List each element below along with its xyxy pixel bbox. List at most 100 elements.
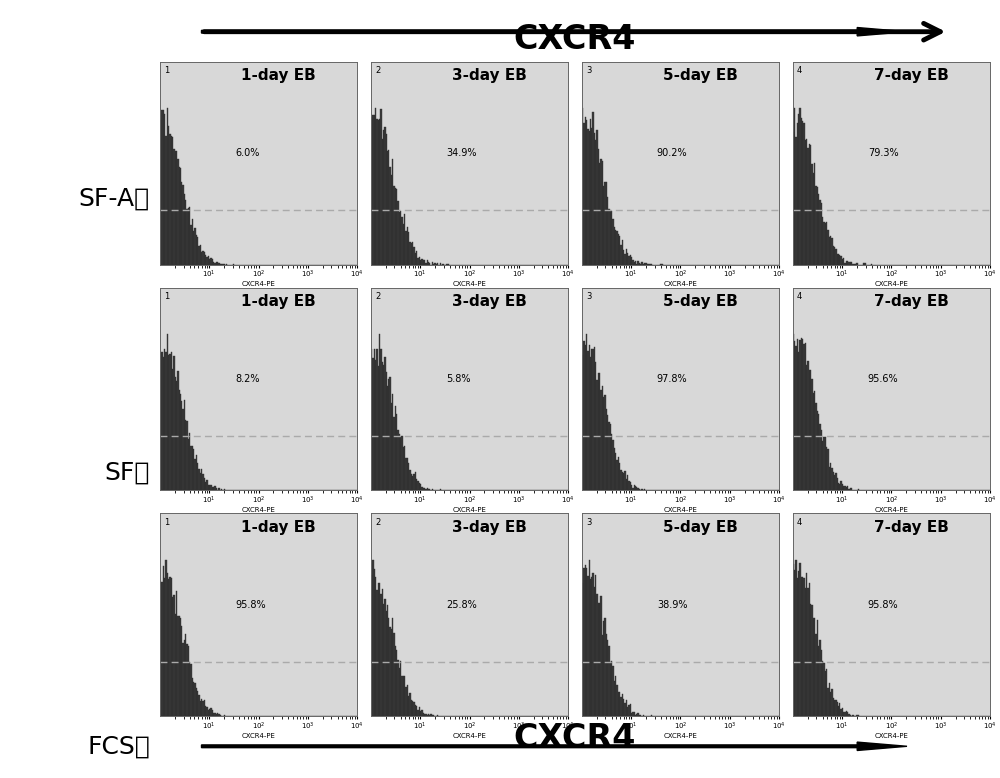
Bar (799, 108, 801, 265)
Bar (819, 640, 821, 717)
Bar (424, 713, 425, 717)
Bar (805, 140, 806, 265)
Bar (201, 699, 202, 717)
Bar (182, 409, 184, 490)
Bar (179, 167, 180, 265)
Bar (822, 661, 823, 717)
Bar (631, 713, 632, 717)
Bar (400, 661, 401, 717)
Bar (830, 692, 831, 717)
Bar (640, 715, 641, 717)
Bar (193, 682, 194, 717)
Bar (823, 223, 825, 265)
Bar (639, 489, 640, 490)
Bar (636, 264, 637, 265)
Bar (635, 715, 636, 717)
Bar (380, 109, 382, 265)
Bar (794, 569, 795, 717)
Bar (391, 402, 392, 490)
Bar (213, 488, 214, 490)
Bar (161, 352, 163, 490)
Bar (386, 372, 387, 490)
X-axis label: CXCR4-PE: CXCR4-PE (874, 282, 908, 287)
Bar (589, 560, 590, 717)
Bar (801, 338, 802, 490)
Bar (826, 669, 827, 717)
Bar (173, 356, 175, 490)
Bar (177, 615, 179, 717)
Bar (417, 481, 419, 490)
Bar (797, 123, 798, 265)
Bar (212, 488, 213, 490)
Bar (834, 700, 835, 717)
Bar (628, 255, 630, 265)
Bar (417, 710, 419, 717)
Bar (634, 485, 635, 490)
Bar (200, 701, 201, 717)
Bar (218, 262, 220, 265)
Bar (840, 709, 842, 717)
Bar (620, 697, 622, 717)
Bar (829, 237, 830, 265)
Bar (639, 263, 640, 265)
Bar (175, 377, 176, 490)
Bar (196, 235, 197, 265)
Bar (177, 159, 179, 265)
Bar (815, 186, 817, 265)
Bar (411, 243, 412, 265)
Bar (615, 453, 616, 490)
Bar (600, 391, 602, 490)
Bar (592, 112, 594, 265)
Bar (827, 450, 829, 490)
Bar (160, 120, 161, 265)
Bar (387, 386, 388, 490)
Bar (839, 255, 840, 265)
Bar (176, 381, 177, 490)
Bar (810, 604, 811, 717)
Bar (833, 698, 834, 717)
Bar (189, 207, 190, 265)
Bar (624, 471, 626, 490)
Bar (189, 433, 190, 490)
Bar (409, 471, 411, 490)
Bar (837, 478, 838, 490)
Bar (813, 393, 814, 490)
Bar (602, 386, 603, 490)
Bar (396, 415, 397, 490)
Bar (214, 263, 216, 265)
Text: 38.9%: 38.9% (657, 600, 687, 610)
Bar (374, 115, 375, 265)
Bar (383, 366, 384, 490)
Bar (837, 703, 838, 717)
Bar (429, 263, 430, 265)
Text: 3-day EB: 3-day EB (452, 293, 527, 309)
Bar (644, 263, 645, 265)
Bar (604, 394, 606, 490)
Bar (631, 257, 632, 265)
Text: 95.8%: 95.8% (868, 600, 898, 610)
Text: 3: 3 (586, 517, 591, 527)
Bar (844, 486, 846, 490)
Bar (843, 258, 844, 265)
Bar (405, 231, 407, 265)
Bar (428, 489, 429, 490)
Bar (858, 716, 859, 717)
Bar (212, 258, 213, 265)
Bar (163, 566, 164, 717)
Bar (793, 335, 794, 490)
Bar (583, 569, 585, 717)
Bar (421, 259, 423, 265)
Bar (193, 231, 194, 265)
Bar (400, 211, 401, 265)
Bar (376, 349, 378, 490)
Bar (585, 345, 586, 490)
Bar (838, 482, 839, 490)
Bar (630, 482, 631, 490)
Bar (168, 126, 169, 265)
Bar (627, 253, 628, 265)
Bar (637, 261, 639, 265)
Bar (632, 260, 634, 265)
Bar (614, 447, 615, 490)
Bar (843, 712, 844, 717)
Bar (184, 400, 185, 490)
